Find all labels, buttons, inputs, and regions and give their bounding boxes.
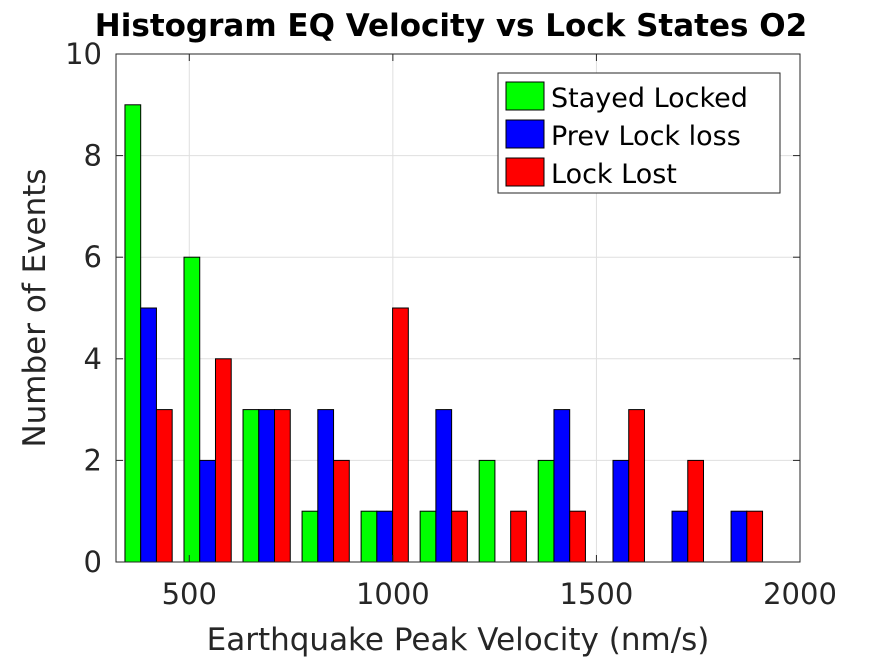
legend-swatch xyxy=(505,119,545,149)
bar xyxy=(199,459,216,563)
bar xyxy=(510,510,527,563)
bar xyxy=(435,409,453,563)
bar xyxy=(214,358,232,563)
bar xyxy=(419,510,437,563)
bar xyxy=(242,409,260,563)
x-tick-label: 2000 xyxy=(763,577,837,611)
bar xyxy=(124,104,142,563)
plot-frame xyxy=(115,53,801,563)
bar xyxy=(746,510,764,563)
legend-label: Lock Lost xyxy=(551,159,677,190)
y-tick-label: 4 xyxy=(84,342,102,376)
bar xyxy=(478,459,496,563)
legend: Stayed Locked Prev Lock loss Lock Lost xyxy=(497,72,781,194)
legend-label: Stayed Locked xyxy=(551,83,748,114)
bar xyxy=(612,459,630,563)
bars xyxy=(124,104,764,563)
x-tick-label: 1000 xyxy=(356,577,430,611)
bar xyxy=(628,409,645,563)
bar xyxy=(687,459,705,563)
bar xyxy=(317,409,335,563)
bar xyxy=(553,409,571,563)
bar xyxy=(155,409,173,563)
legend-swatch xyxy=(505,157,545,187)
bar xyxy=(333,459,350,563)
x-tick-label: 1500 xyxy=(560,577,634,611)
bar xyxy=(140,307,157,563)
legend-swatch xyxy=(505,81,545,111)
y-tick-label: 6 xyxy=(84,240,102,274)
bar xyxy=(569,510,586,563)
axis-ticks: 500 1000 1500 2000 0 2 4 6 8 10 xyxy=(65,37,837,611)
bar xyxy=(376,510,394,563)
bar xyxy=(537,459,555,563)
bar xyxy=(392,307,409,563)
legend-box xyxy=(497,72,781,194)
x-axis-label: Earthquake Peak Velocity (nm/s) xyxy=(207,622,710,658)
chart-title: Histogram EQ Velocity vs Lock States O2 xyxy=(95,8,807,44)
bar xyxy=(451,510,468,563)
bar xyxy=(301,510,319,563)
y-tick-label: 8 xyxy=(84,139,102,173)
y-tick-label: 0 xyxy=(84,545,102,579)
legend-label: Prev Lock loss xyxy=(551,121,741,152)
bar xyxy=(360,510,378,563)
bar xyxy=(183,256,201,563)
bar xyxy=(274,409,291,563)
bar xyxy=(730,510,748,563)
y-axis-label: Number of Events xyxy=(17,168,53,447)
x-tick-label: 500 xyxy=(162,577,217,611)
bar xyxy=(258,409,276,563)
y-tick-label: 2 xyxy=(84,443,102,477)
bar xyxy=(671,510,689,563)
y-tick-label: 10 xyxy=(65,37,102,71)
